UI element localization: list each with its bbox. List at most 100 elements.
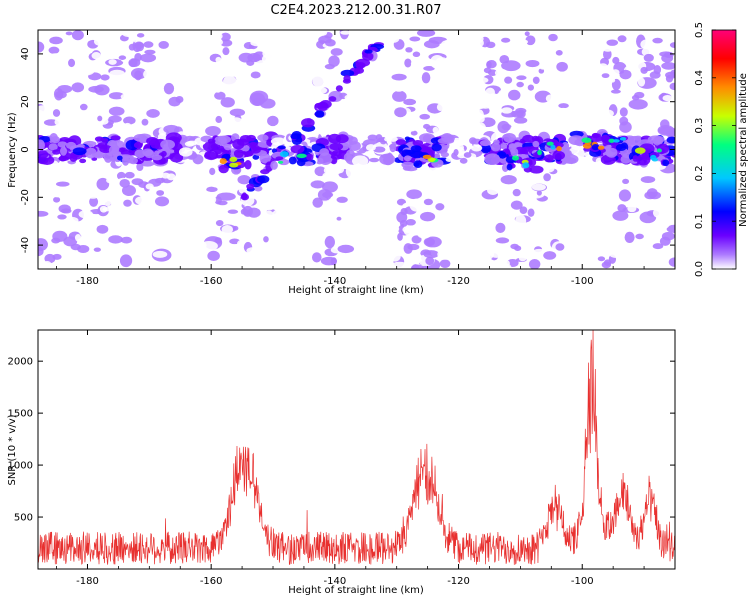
spectrogram-cell	[422, 154, 432, 159]
spectrogram-cell	[362, 66, 376, 77]
spectrogram-cell	[330, 154, 343, 160]
colorbar-tick-label: 0.1	[694, 213, 705, 229]
spectrogram-cell	[486, 60, 492, 69]
spectrogram-cell	[569, 237, 588, 250]
spectrogram-cell	[644, 124, 654, 131]
spectrogram-cell	[397, 232, 403, 241]
spectrogram-cell	[501, 107, 513, 114]
spectrogram-cell	[403, 155, 412, 162]
spectrogram-cell	[319, 148, 330, 156]
spectrogram-cell	[453, 83, 465, 95]
spectrogram-cell	[182, 219, 191, 225]
spectrogram-cell	[652, 207, 669, 219]
spectrogram-cell	[196, 38, 204, 45]
spectrogram-cell	[207, 138, 216, 144]
spectrogram-cell	[220, 32, 231, 42]
spectrogram-cell	[296, 158, 306, 167]
snr-y-tick-label: 1500	[8, 409, 33, 420]
spectrogram-cell	[467, 48, 475, 55]
spectrogram-cell	[510, 125, 520, 134]
spectrogram-cell	[646, 188, 658, 198]
spectrogram-cell	[579, 157, 591, 165]
spectrogram-cell	[108, 106, 125, 116]
spectrogram-cell	[44, 220, 58, 227]
spectrogram-cell	[218, 164, 229, 174]
spectrogram-cell	[537, 149, 542, 156]
spectrogram-cell	[609, 252, 623, 258]
spectrogram-cell	[524, 31, 530, 37]
spectrogram-cell	[522, 134, 535, 144]
spectrogram-cell	[468, 182, 480, 189]
spectrogram-cell	[87, 192, 99, 199]
spectrogram-cell	[215, 115, 223, 124]
spectrogram-cell	[487, 186, 499, 195]
snr-series-line	[38, 330, 675, 565]
spectrogram-cell	[588, 110, 606, 119]
spectrogram-cell	[100, 74, 110, 81]
spectrogram-cell	[438, 49, 445, 54]
spectrogram-cell	[195, 234, 202, 240]
colorbar-gradient	[712, 30, 736, 269]
spectrogram-cell	[143, 69, 154, 80]
spectrogram-cell	[580, 80, 590, 88]
spectrogram-cell	[510, 200, 523, 210]
spectrogram-cell	[252, 154, 260, 160]
spectrogram-cell	[500, 198, 509, 207]
spectrogram-cell	[475, 115, 485, 123]
spectrogram-cell	[160, 49, 170, 60]
spectrogram-cell	[261, 74, 269, 83]
spectrogram-cell	[287, 185, 293, 192]
spectrogram-cell	[612, 210, 629, 221]
spectrogram-cell	[423, 123, 431, 130]
spectrogram-cell	[479, 140, 491, 147]
spectrogram-cell	[628, 99, 648, 110]
spectrogram-cell	[38, 150, 49, 159]
spectrogram-cell	[213, 32, 223, 40]
spectrogram-cell	[272, 209, 285, 220]
spectrogram-cell	[123, 199, 132, 207]
spectrogram-x-tick-label: -100	[571, 276, 594, 287]
spectrogram-cell	[473, 212, 479, 217]
spectrogram-cell	[291, 234, 303, 247]
spectrogram-y-tick-label: -40	[20, 237, 31, 253]
spectrogram-cell	[90, 111, 99, 119]
spectrogram-cell	[601, 261, 612, 269]
spectrogram-cell	[579, 203, 590, 211]
spectrogram-cell	[365, 144, 376, 152]
spectrogram-cell	[485, 87, 495, 98]
spectrogram-cell	[590, 102, 602, 111]
spectrogram-cell	[474, 266, 483, 269]
spectrogram-cell	[508, 143, 517, 149]
spectrogram-cell	[601, 73, 610, 79]
spectrogram-cell	[440, 151, 450, 158]
spectrogram-cell	[410, 145, 422, 152]
spectrogram-cell	[543, 251, 557, 260]
spectrogram-cell	[89, 196, 99, 207]
spectrogram-cell	[508, 89, 521, 101]
spectrogram-cell	[583, 170, 599, 176]
spectrogram-cell	[384, 137, 391, 142]
spectrogram-cell	[237, 175, 251, 185]
spectrogram-cell	[302, 261, 310, 269]
spectrogram-cell	[352, 155, 369, 167]
spectrogram-cell	[161, 172, 171, 179]
spectrogram-cell	[424, 237, 435, 247]
snr-panel: -180 -160 -140 -120 -100 500 1000 1500 2000 Hei…	[7, 329, 676, 596]
spectrogram-cell	[417, 103, 428, 110]
spectrogram-cell	[465, 122, 480, 129]
colorbar-tick-label: 0.3	[694, 118, 705, 134]
spectrogram-cell	[510, 243, 519, 250]
spectrogram-cell	[513, 117, 528, 124]
spectrogram-cell	[525, 59, 540, 68]
spectrogram-cell	[471, 222, 480, 227]
spectrogram-cell	[75, 123, 94, 132]
spectrogram-cell	[654, 217, 670, 230]
spectrogram-cell	[271, 148, 277, 154]
spectrogram-cell	[403, 121, 412, 128]
spectrogram-cell	[412, 140, 424, 146]
spectrogram-cell	[244, 159, 252, 170]
spectrogram-cell	[582, 39, 596, 51]
spectrogram-cell	[154, 233, 163, 238]
spectrogram-cell	[558, 103, 569, 109]
spectrogram-cell	[562, 185, 570, 192]
